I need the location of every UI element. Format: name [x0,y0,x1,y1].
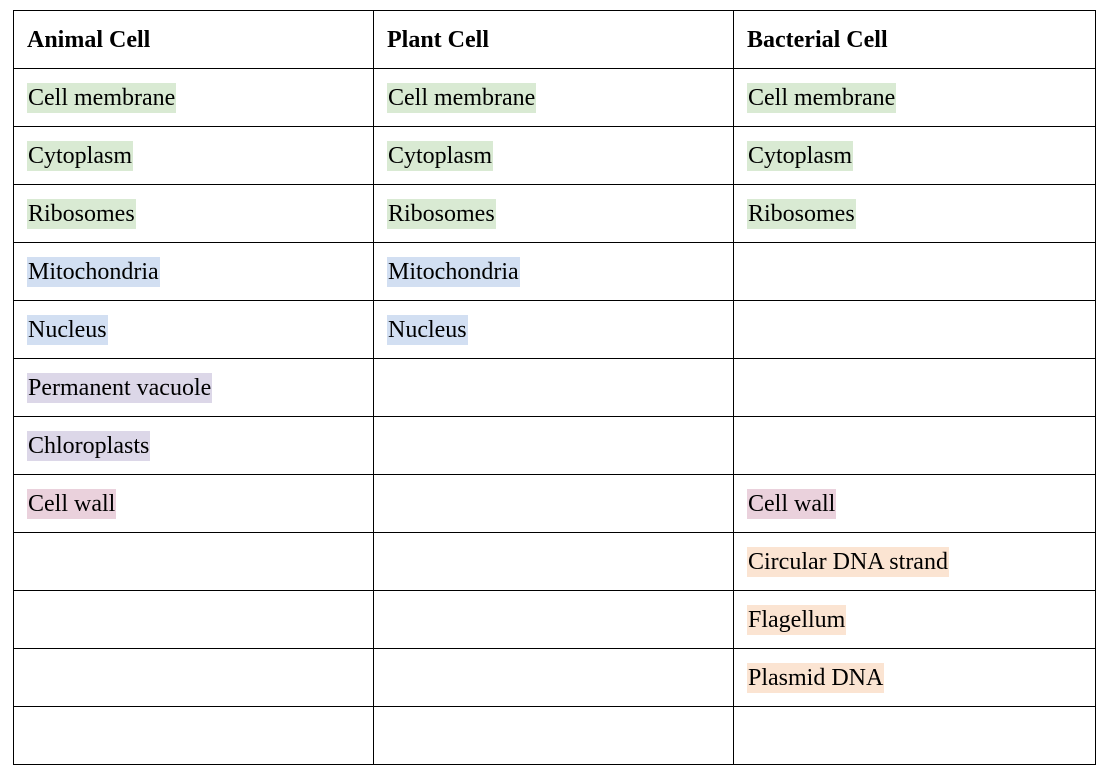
table-cell-bacterial: Plasmid DNA [733,648,1096,707]
table-cell-animal: Mitochondria [13,242,374,301]
cell-label: Circular DNA strand [747,546,949,577]
cell-label: Permanent vacuole [27,372,213,403]
table-cell-plant [373,532,734,591]
table-cell-bacterial: Cell wall [733,474,1096,533]
table-cell-bacterial: Circular DNA strand [733,532,1096,591]
table-row: Plasmid DNA [13,648,1096,707]
table-cell-animal: Nucleus [13,300,374,359]
table-cell-animal: Cell membrane [13,68,374,127]
table-body: Cell membrane Cell membrane Cell membrane C… [13,68,1096,765]
cell-label: Ribosomes [27,198,136,229]
table-row: Ribosomes Ribosomes Ribosomes [13,184,1096,243]
table-cell-bacterial: Cell membrane [733,68,1096,127]
table-cell-bacterial: Ribosomes [733,184,1096,243]
table-cell-plant: Mitochondria [373,242,734,301]
table-cell-bacterial [733,706,1096,765]
table-row: Chloroplasts [13,416,1096,475]
table-cell-plant: Cytoplasm [373,126,734,185]
cell-label: Plasmid DNA [747,662,885,693]
table-cell-bacterial: Cytoplasm [733,126,1096,185]
cell-label: Mitochondria [27,256,160,287]
table-cell-animal: Cell wall [13,474,374,533]
cell-label: Nucleus [27,314,108,345]
cell-label: Cell membrane [27,82,177,113]
table-header-row: Animal Cell Plant Cell Bacterial Cell [13,10,1096,69]
cell-label: Cytoplasm [27,140,134,171]
table-cell-plant [373,358,734,417]
table-cell-plant [373,416,734,475]
table-row: Flagellum [13,590,1096,649]
table-cell-animal: Ribosomes [13,184,374,243]
table-cell-bacterial: Flagellum [733,590,1096,649]
table-cell-plant: Nucleus [373,300,734,359]
table-cell-plant [373,590,734,649]
table-row [13,706,1096,765]
table-cell-animal: Chloroplasts [13,416,374,475]
cell-label: Nucleus [387,314,468,345]
cell-label: Cell wall [27,488,117,519]
table-row: Nucleus Nucleus [13,300,1096,359]
table-row: Cell membrane Cell membrane Cell membrane [13,68,1096,127]
cell-label: Cytoplasm [387,140,494,171]
cell-label: Cell membrane [387,82,537,113]
table-cell-bacterial [733,416,1096,475]
cell-comparison-table: Animal Cell Plant Cell Bacterial Cell Ce… [13,10,1096,765]
table-cell-animal [13,648,374,707]
table-row: Circular DNA strand [13,532,1096,591]
table-cell-bacterial [733,300,1096,359]
table-row: Permanent vacuole [13,358,1096,417]
cell-label: Ribosomes [747,198,856,229]
table-cell-plant [373,648,734,707]
table-row: Cell wall Cell wall [13,474,1096,533]
table-row: Mitochondria Mitochondria [13,242,1096,301]
cell-label: Cell wall [747,488,837,519]
cell-label: Flagellum [747,604,847,635]
table-cell-bacterial [733,358,1096,417]
table-cell-bacterial [733,242,1096,301]
cell-label: Ribosomes [387,198,496,229]
table-cell-plant [373,474,734,533]
table-cell-animal [13,706,374,765]
cell-label: Mitochondria [387,256,520,287]
table-cell-plant: Cell membrane [373,68,734,127]
table-cell-animal [13,532,374,591]
header-animal-cell: Animal Cell [13,10,374,69]
cell-label: Cell membrane [747,82,897,113]
table-cell-animal: Permanent vacuole [13,358,374,417]
table-cell-animal [13,590,374,649]
table-row: Cytoplasm Cytoplasm Cytoplasm [13,126,1096,185]
cell-label: Cytoplasm [747,140,854,171]
header-bacterial-cell: Bacterial Cell [733,10,1096,69]
header-plant-cell: Plant Cell [373,10,734,69]
table-cell-animal: Cytoplasm [13,126,374,185]
cell-label: Chloroplasts [27,430,151,461]
table-cell-plant: Ribosomes [373,184,734,243]
table-cell-plant [373,706,734,765]
